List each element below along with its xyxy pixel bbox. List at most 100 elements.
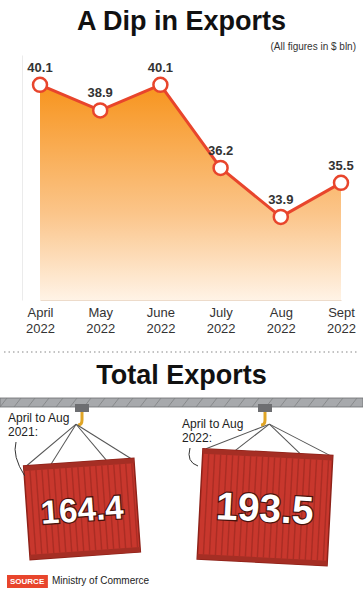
tick-label: April2022	[26, 305, 55, 336]
tick-label-line: July	[210, 305, 234, 320]
tick-label-line: 2022	[26, 321, 55, 336]
subtitle: (All figures in $ bln)	[270, 41, 356, 52]
data-label: 33.9	[268, 192, 293, 207]
beam-strut	[280, 398, 287, 407]
data-label: 40.1	[27, 60, 52, 75]
container: 193.5	[197, 421, 334, 566]
ridge	[203, 454, 208, 554]
ridge	[132, 463, 138, 547]
point	[334, 176, 348, 190]
tick-label-line: May	[88, 305, 113, 320]
beam-strut	[252, 398, 259, 407]
container-rail	[197, 554, 327, 566]
source: SOURCE Ministry of Commerce	[7, 575, 150, 588]
plot-area	[33, 78, 348, 300]
container-group: 164.4	[21, 404, 140, 560]
tick-label: June2022	[146, 305, 175, 336]
data-label: 193.5	[215, 484, 315, 532]
trolley	[258, 404, 272, 412]
tick: April2022	[26, 305, 55, 336]
container-label: April to Aug2022:	[182, 417, 243, 445]
data-label: 38.9	[88, 85, 113, 100]
ridge	[30, 471, 36, 555]
ridge	[209, 454, 214, 554]
beam-strut	[224, 398, 231, 407]
hook	[78, 412, 82, 425]
beam-strut	[42, 398, 49, 407]
cable	[76, 422, 106, 462]
x-axis: April2022May2022June2022July2022Aug2022S…	[26, 301, 356, 336]
data-label: 40.1	[148, 60, 173, 75]
tick-label-line: 2022	[86, 321, 115, 336]
data-labels: 40.1 38.9 40.1 36.2 33.9 35.5	[27, 60, 353, 207]
source-text: Ministry of Commerce	[52, 575, 150, 586]
tick-label: July2022	[207, 305, 236, 336]
tick-label-line: 2022	[267, 321, 296, 336]
pointer-arrow	[15, 442, 25, 476]
tick: June2022	[146, 305, 175, 336]
ridge	[323, 460, 328, 560]
cable	[268, 424, 331, 455]
tick-label-line: Aug	[270, 305, 293, 320]
tick: Aug2022	[267, 305, 296, 336]
title: A Dip in Exports	[77, 6, 286, 36]
beam-strut	[350, 398, 357, 407]
beam-strut	[182, 398, 189, 407]
beam-strut	[154, 398, 161, 407]
point	[153, 78, 167, 92]
cable	[49, 424, 79, 464]
beam-strut	[140, 398, 147, 407]
container: 164.4	[21, 420, 140, 559]
tick-label-line: Sept	[328, 305, 355, 320]
area	[40, 85, 341, 300]
infographic: A Dip in Exports (All figures in $ bln) 40…	[0, 0, 363, 592]
source-label: SOURCE	[10, 577, 45, 586]
crane-beam	[0, 398, 363, 407]
tick: July2022	[207, 305, 236, 336]
container-box	[197, 449, 333, 566]
label-line: 2022:	[182, 431, 212, 445]
cable	[268, 424, 302, 454]
tick-label: May2022	[86, 305, 115, 336]
x-axis-line	[41, 300, 342, 301]
container-rail	[203, 449, 333, 461]
container-rail	[30, 547, 141, 560]
tick-label-line: 2022	[207, 321, 236, 336]
title: Total Exports	[96, 360, 267, 390]
beam-strut	[210, 398, 217, 407]
beam-strut	[14, 398, 21, 407]
label-line: 2021:	[8, 425, 38, 439]
tick-label-line: June	[147, 305, 175, 320]
container-label: April to Aug2021:	[8, 411, 69, 439]
container-rail	[24, 458, 135, 471]
data-label: 36.2	[208, 143, 233, 158]
point	[33, 78, 47, 92]
beam-strut	[238, 398, 245, 407]
data-label: 164.4	[39, 488, 125, 531]
label-line: April to Aug	[8, 411, 69, 425]
hook	[261, 412, 265, 425]
source-badge	[7, 575, 48, 588]
tick-label-line: April	[27, 305, 53, 320]
tick-label: Aug2022	[267, 305, 296, 336]
tick-label: Sept2022	[327, 305, 356, 336]
data-label: 35.5	[328, 158, 353, 173]
tick: May2022	[86, 305, 115, 336]
beam-strut	[168, 398, 175, 407]
separator	[4, 351, 359, 352]
point	[93, 103, 107, 117]
line	[40, 85, 341, 217]
beam-strut	[308, 398, 315, 407]
pointer-arrow	[189, 448, 198, 466]
point	[214, 161, 228, 175]
ridge	[126, 464, 132, 548]
beam-strut	[112, 398, 119, 407]
tick: Sept2022	[327, 305, 356, 336]
ridge	[317, 460, 322, 560]
point	[274, 210, 288, 224]
tick-label-line: 2022	[327, 321, 356, 336]
beam-strut	[336, 398, 343, 407]
beam-strut	[294, 398, 301, 407]
beam-strut	[322, 398, 329, 407]
beam-strut	[196, 398, 203, 407]
